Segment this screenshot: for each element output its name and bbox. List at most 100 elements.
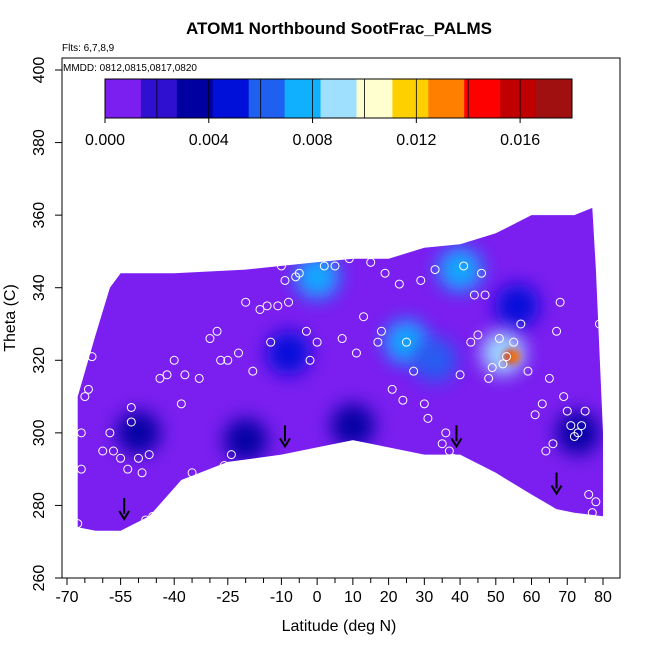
sample-point [241,297,251,307]
colorbar-frame [104,78,573,119]
sample-point [555,297,565,307]
sample-point [509,337,519,347]
sample-point [566,421,576,431]
sample-point [587,508,597,518]
y-tick-label: 260 [31,565,48,592]
sample-point [577,421,587,431]
sample-point [76,464,86,474]
sample-point [398,395,408,405]
heatmap-region [438,247,483,292]
sample-point [366,257,376,267]
sample-point [219,461,229,471]
sample-point [548,439,558,449]
colorbar-swatch [464,79,501,118]
heatmap-region [555,410,600,455]
dates-annotation: MMDD: 0812,0815,0817,0820 [63,63,197,74]
sample-point [148,511,158,521]
colorbar-swatch [320,79,357,118]
sample-points [73,254,604,529]
colorbar: 0.000 0.004 0.008 0.012 0.016 [85,78,573,149]
arrow-marker [279,425,291,449]
heatmap-region [223,418,268,463]
sample-point [394,279,404,289]
chart-title: ATOM1 Northbound SootFrac_PALMS [186,19,492,38]
colorbar-tick-label: 0.004 [189,132,229,149]
sample-point [573,428,583,438]
sample-point [430,265,440,275]
sample-point [116,453,126,463]
sample-point [473,330,483,340]
sample-point [423,413,433,423]
sample-point [441,428,451,438]
heatmap-region [266,331,311,376]
x-tick-label: 10 [344,589,362,606]
flights-annotation: Flts: 6,7,8,9 [62,43,115,54]
sample-point [584,490,594,500]
sample-point [262,301,272,311]
x-tick-label: -40 [163,589,186,606]
arrow-marker [118,497,131,521]
y-tick-label: 340 [31,274,48,301]
sample-point [155,373,165,383]
x-tick-label: -10 [270,589,293,606]
sample-point [284,297,294,307]
sample-point [419,399,429,409]
sample-point [562,406,572,416]
sample-point [530,410,540,420]
colorbar-tick-label: 0.000 [85,132,125,149]
sample-point [187,468,197,478]
arrow-marker [550,472,563,496]
sample-point [294,268,304,278]
sample-point [276,261,286,271]
sample-point [494,334,504,344]
sample-point [80,392,90,402]
x-tick-label: 60 [523,589,541,606]
sample-point [444,446,454,456]
sample-point [484,373,494,383]
heatmap-region [507,350,520,363]
colorbar-tick-label: 0.012 [396,132,436,149]
sample-point [280,275,290,285]
sample-point [255,304,265,314]
sample-point [194,373,204,383]
colorbar-swatch [500,79,537,118]
sample-point [537,399,547,409]
sample-point [108,446,118,456]
sample-point [248,366,258,376]
sample-point [126,402,136,412]
sample-point [105,428,115,438]
sample-point [380,268,390,278]
colorbar-swatch [284,79,322,118]
sample-point [216,355,226,365]
arrow-marker [450,425,463,449]
x-axis-label: Latitude (deg N) [282,618,397,635]
x-tick-label: 80 [594,589,612,606]
sample-point [98,446,108,456]
sample-point [559,392,569,402]
sample-point [466,337,476,347]
sample-point [487,363,497,373]
x-tick-label: 70 [558,589,576,606]
arrow-markers [118,425,563,521]
sample-point [330,261,340,271]
sample-point [502,352,512,362]
sample-point [480,290,490,300]
sample-point [376,326,386,336]
colorbar-swatch [176,79,214,118]
sample-point [133,453,143,463]
colorbar-swatch [392,79,429,118]
sample-point [401,337,411,347]
sample-point [344,254,354,264]
sample-point [223,355,233,365]
sample-point [455,370,465,380]
colorbar-swatch [536,79,573,118]
y-tick-label: 400 [31,57,48,84]
x-tick-label: 20 [380,589,398,606]
sample-point [176,399,186,409]
y-axis: 260 280 300 320 340 360 380 400 [31,57,62,592]
heatmap-region [495,283,540,328]
y-tick-label: 360 [31,202,48,229]
sample-point [87,352,97,362]
sample-point [73,519,83,529]
